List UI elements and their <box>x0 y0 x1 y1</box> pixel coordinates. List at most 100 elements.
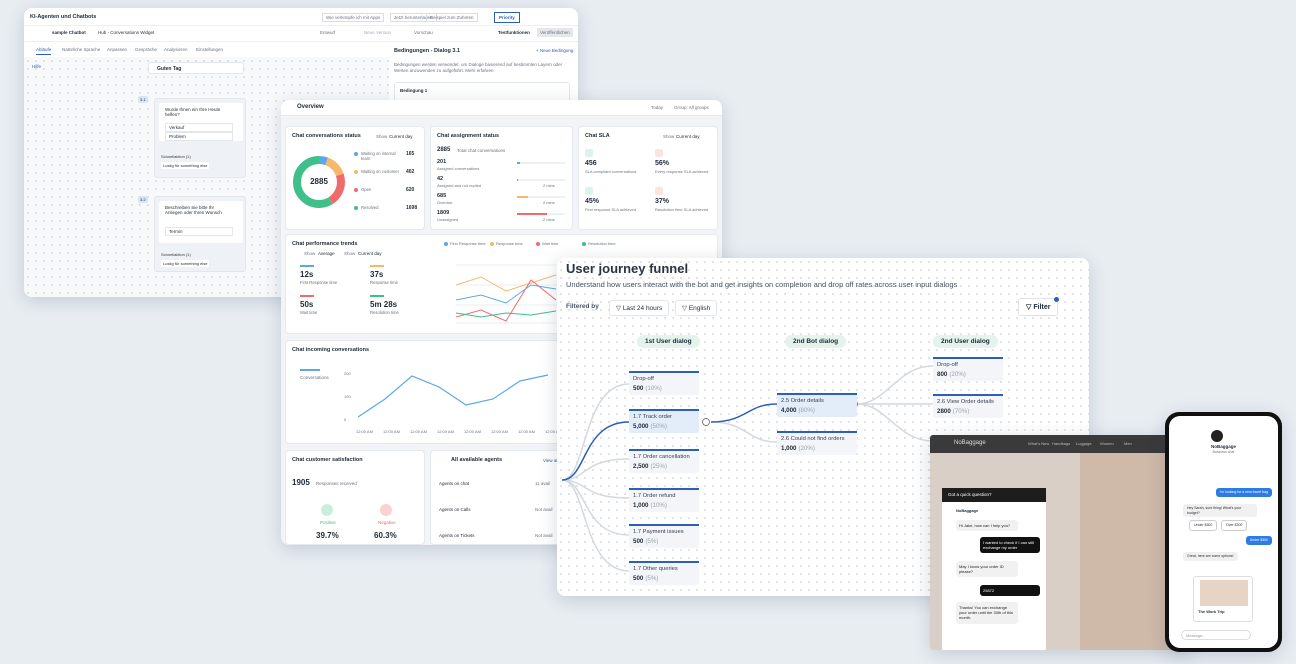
toolbar-item[interactable]: Neue Version <box>364 30 392 35</box>
top-button[interactable]: Beispiel zum Zuhören <box>426 13 478 22</box>
publish-button[interactable]: Veröffentlichen <box>537 28 573 37</box>
legend-label: First Response time <box>450 241 486 246</box>
nav-item[interactable]: Women <box>1100 441 1114 446</box>
nav-item[interactable]: What's New <box>1028 441 1050 446</box>
agent-row-label: Agents on Tickets <box>439 533 475 538</box>
card: Chat assignment status 2885 Total chat c… <box>430 126 573 230</box>
legend-value: 165 <box>406 151 415 157</box>
help-link[interactable]: Hilfe <box>32 64 42 69</box>
mode[interactable]: Average <box>318 251 335 256</box>
app-title: KI-Agenten und Chatbots <box>30 14 97 20</box>
funnel-node[interactable]: 2.5 Order details 4,000 (80%) <box>777 393 857 417</box>
view-all[interactable]: View all <box>543 458 559 463</box>
legend-label: Wait time <box>542 241 559 246</box>
nav-item[interactable]: Men <box>1124 441 1132 446</box>
node-bar <box>933 394 1003 396</box>
funnel-node[interactable]: Drop-off 800 (20%) <box>933 357 1003 381</box>
funnel-node[interactable]: 1.7 Other queries 500 (5%) <box>629 561 699 585</box>
node-name: 2.6 Could not find orders <box>781 436 845 442</box>
toolbar-item[interactable]: Testfunktionen <box>498 30 530 35</box>
node-share: (20%) <box>949 371 966 378</box>
nav-item[interactable]: Luggage <box>1076 441 1092 446</box>
start-node[interactable]: Guten Tag <box>148 62 244 74</box>
filtered-by: Filtered by <box>566 303 599 310</box>
panel-action[interactable]: + Neue Bedingung <box>536 48 574 53</box>
node-share: (50%) <box>650 423 667 430</box>
breadcrumb[interactable]: Hub - Conversations Widget <box>98 30 155 35</box>
item-label: Overdue <box>437 200 453 205</box>
node-name: 2.6 View Order details <box>937 399 994 405</box>
node-bar <box>933 357 1003 359</box>
item-value: 42 <box>437 176 444 182</box>
x-tick-label: 12:00 AM <box>437 429 454 434</box>
y-tick-label: 0 <box>344 417 347 422</box>
period[interactable]: Current day <box>676 134 700 139</box>
dialog-node[interactable]: Beschreiben Sie bitte Ihr Anliegen oder … <box>154 196 246 272</box>
filter-button[interactable]: ▽ Filter <box>1018 298 1059 316</box>
node-bar <box>629 449 699 451</box>
funnel-node[interactable]: 1.7 Payment issues 500 (5%) <box>629 524 699 548</box>
tab[interactable]: Analysieren <box>164 47 188 52</box>
node-count: 2,500 (25%) <box>633 463 667 470</box>
condition-title: Bedingung 1 <box>400 88 428 93</box>
column-header: 2nd User dialog <box>933 335 998 348</box>
legend-dot <box>354 170 358 174</box>
period[interactable]: Current day <box>358 251 382 256</box>
agent-row-label: Agents on Calls <box>439 507 471 512</box>
sla-label: SLA compliant conversations <box>585 169 637 174</box>
node-bar <box>629 561 699 563</box>
chip-label: Last 24 hours <box>622 305 663 312</box>
legend-value: 620 <box>406 187 415 193</box>
funnel-subtitle: Understand how users interact with the b… <box>566 280 958 289</box>
filter-chip[interactable]: ▽ English <box>675 300 718 316</box>
positive-value: 39.7% <box>316 531 339 540</box>
show-label: Show <box>663 134 675 139</box>
nav-item[interactable]: Handbags <box>1052 441 1071 446</box>
x-tick-label: 12:00 AM <box>518 429 535 434</box>
top-button[interactable]: Wie verknüpfe ich mit Apps <box>322 13 385 22</box>
toolbar-item[interactable]: Entwurf <box>320 30 336 35</box>
breadcrumb[interactable]: sample Chatbot <box>52 30 86 35</box>
node-bar <box>629 488 699 490</box>
tab[interactable]: Anpassen <box>107 47 128 52</box>
period[interactable]: Current day <box>389 134 413 139</box>
funnel-node[interactable]: 1.7 Order refund 1,000 (10%) <box>629 488 699 512</box>
node-option[interactable]: Verkauf <box>165 123 233 132</box>
node-count: 500 (10%) <box>633 385 662 392</box>
tab[interactable]: Einstellungen <box>196 47 224 52</box>
sla-value: 56% <box>655 160 670 167</box>
toolbar-item[interactable]: Vorschau <box>414 30 433 35</box>
metric-value: 5m 28s <box>370 300 398 309</box>
tab[interactable]: Abläufe <box>36 47 52 55</box>
node-count: 4,000 (80%) <box>781 407 815 414</box>
filter-chip[interactable]: ▽ Last 24 hours <box>609 300 670 316</box>
chat-message: Great, here are some options! <box>1183 552 1238 561</box>
chat-message: I wanted to check if I can still exchang… <box>980 537 1040 554</box>
node-option[interactable]: Termin <box>165 227 233 236</box>
node-option[interactable]: Problem <box>165 132 233 141</box>
sla-value: 45% <box>585 198 600 205</box>
funnel-node[interactable]: 2.6 View Order details 2800 (70%) <box>933 394 1003 418</box>
legend-dot <box>354 152 358 156</box>
funnel-node[interactable]: Drop-off 500 (10%) <box>629 371 699 395</box>
legend-dot <box>490 242 494 246</box>
tab[interactable]: Natürliche Sprache <box>62 47 101 52</box>
top-button[interactable]: Jetzt herunterladen <box>390 13 437 22</box>
funnel-node[interactable]: 1.7 Order cancellation 2,500 (25%) <box>629 449 699 473</box>
node-count: 800 (20%) <box>937 371 966 378</box>
top-button[interactable]: Priority <box>494 12 520 23</box>
node-name: 1.7 Track order <box>633 414 672 420</box>
sla-icon <box>655 187 663 195</box>
funnel-node[interactable]: 1.7 Track order 5,000 (50%) <box>629 409 699 433</box>
funnel-node[interactable]: 2.6 Could not find orders 1,000 (20%) <box>777 431 857 455</box>
card-title: Chat assignment status <box>437 133 500 139</box>
tab[interactable]: Gespräche <box>135 47 158 52</box>
dialog-node[interactable]: Wurde Ihnen ein Ihre Heute helfen? Verka… <box>154 98 246 178</box>
message-input[interactable]: Message... <box>1181 630 1251 640</box>
dashboard-title: Overview <box>297 104 324 110</box>
metric-value: 50s <box>300 300 314 309</box>
legend-label: Open <box>361 187 372 192</box>
control[interactable]: Today <box>651 105 664 110</box>
control[interactable]: Group: All groups <box>674 105 709 110</box>
